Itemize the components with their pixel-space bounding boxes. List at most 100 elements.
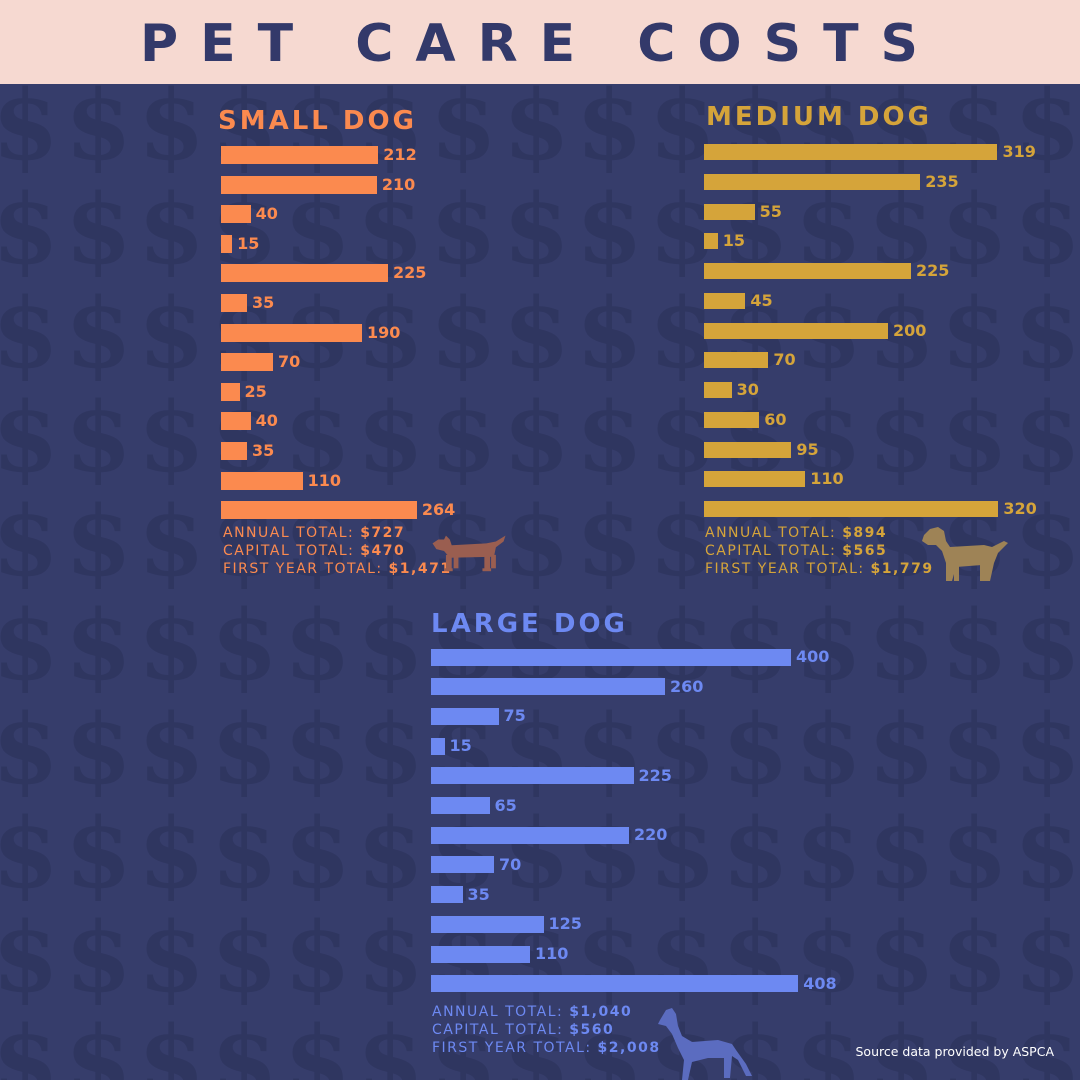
value-label: 190: [366, 322, 401, 342]
dollar-sign-icon: $: [65, 84, 132, 182]
annual-total-value: $1,040: [569, 1004, 633, 1020]
first-year-total-value: $1,471: [388, 561, 452, 577]
capital-total: CAPITAL TOTAL: $470: [223, 542, 452, 560]
dollar-sign-icon: $: [0, 485, 59, 598]
value-label: 210: [381, 174, 416, 194]
dollar-sign-icon: $: [138, 381, 205, 494]
first-year-total-value: $2,008: [597, 1040, 661, 1056]
chart-title: MEDIUM DOG: [706, 102, 932, 132]
dollar-sign-icon: $: [284, 901, 351, 1014]
chart-title: LARGE DOG: [431, 609, 628, 639]
bar: [221, 382, 240, 401]
labrador-icon: [920, 523, 1012, 585]
dollar-sign-icon: $: [868, 173, 935, 286]
bar: [431, 737, 445, 755]
dollar-sign-icon: $: [649, 589, 716, 702]
capital-total-value: $470: [360, 543, 406, 559]
dollar-sign-icon: $: [1014, 485, 1080, 598]
dollar-sign-icon: $: [1014, 1005, 1080, 1080]
bar: [431, 945, 530, 963]
capital-total-label: CAPITAL TOTAL:: [705, 543, 843, 559]
dollar-sign-icon: $: [868, 381, 935, 494]
value-label: 264: [421, 500, 456, 520]
annual-total-value: $727: [360, 525, 406, 541]
dollar-sign-icon: $: [211, 797, 278, 910]
header-banner: PET CARE COSTS: [0, 0, 1080, 84]
dollar-sign-icon: $: [211, 173, 278, 286]
bar: [704, 173, 921, 190]
dollar-sign-icon: $: [430, 797, 497, 910]
bar: [221, 205, 251, 224]
dollar-sign-icon: $: [795, 589, 862, 702]
dollar-sign-icon: $: [65, 381, 132, 494]
bar: [431, 856, 494, 874]
dollar-sign-icon: $: [357, 1005, 424, 1080]
dollar-sign-icon: $: [576, 485, 643, 598]
bar: [221, 323, 362, 342]
dollar-sign-icon: $: [65, 1005, 132, 1080]
value-label: 75: [503, 706, 526, 726]
dollar-sign-icon: $: [284, 797, 351, 910]
dollar-sign-icon: $: [65, 173, 132, 286]
dollar-sign-icon: $: [138, 589, 205, 702]
dollar-sign-icon: $: [576, 589, 643, 702]
dollar-sign-icon: $: [430, 589, 497, 702]
dollar-sign-icon: $: [1014, 901, 1080, 1014]
bar: [704, 144, 998, 160]
bar: [431, 826, 629, 844]
value-label: 110: [535, 944, 569, 963]
dollar-sign-icon: $: [211, 693, 278, 806]
value-label: 220: [634, 825, 668, 845]
annual-total: ANNUAL TOTAL: $894: [705, 524, 934, 542]
dollar-sign-icon: $: [576, 277, 643, 390]
annual-total-label: ANNUAL TOTAL:: [223, 525, 361, 541]
dollar-sign-icon: $: [868, 1005, 935, 1080]
bar: [704, 382, 732, 398]
value-label: 225: [916, 261, 950, 280]
dollar-sign-icon: $: [138, 901, 205, 1014]
value-label: 95: [796, 439, 819, 459]
dollar-sign-icon: $: [868, 693, 935, 806]
capital-total-value: $565: [842, 543, 888, 559]
bar: [704, 501, 999, 517]
value-label: 35: [467, 884, 490, 904]
dollar-sign-icon: $: [576, 84, 643, 182]
dollar-sign-icon: $: [357, 277, 424, 390]
value-label: 30: [736, 380, 759, 399]
dollar-sign-icon: $: [941, 589, 1008, 702]
dollar-sign-icon: $: [503, 589, 570, 702]
annual-total-label: ANNUAL TOTAL:: [432, 1004, 570, 1020]
bar: [221, 412, 251, 431]
dollar-sign-icon: $: [211, 901, 278, 1014]
bar: [704, 203, 755, 220]
dollar-sign-icon: $: [795, 797, 862, 910]
bar: [221, 234, 233, 253]
value-label: 260: [670, 676, 704, 696]
page-title: PET CARE COSTS: [139, 14, 941, 74]
dollar-sign-icon: $: [357, 693, 424, 806]
dollar-sign-icon: $: [0, 173, 59, 286]
dollar-sign-icon: $: [941, 901, 1008, 1014]
dollar-sign-icon: $: [1014, 797, 1080, 910]
value-label: 200: [893, 320, 927, 340]
dollar-sign-icon: $: [795, 173, 862, 286]
dollar-sign-icon: $: [138, 485, 205, 598]
dollar-sign-icon: $: [65, 693, 132, 806]
first-year-total-label: FIRST YEAR TOTAL:: [223, 561, 389, 577]
dachshund-icon: [430, 528, 508, 576]
dollar-sign-icon: $: [868, 901, 935, 1014]
dollar-sign-icon: $: [284, 589, 351, 702]
dollar-sign-icon: $: [357, 589, 424, 702]
bar: [431, 707, 499, 725]
bar: [221, 146, 379, 164]
value-label: 125: [548, 914, 582, 934]
value-label: 70: [773, 350, 796, 370]
dollar-sign-icon: $: [430, 381, 497, 494]
dollar-sign-icon: $: [795, 381, 862, 494]
dollar-sign-icon: $: [430, 277, 497, 390]
dollar-sign-icon: $: [503, 1005, 570, 1080]
dollar-sign-icon: $: [0, 84, 59, 182]
dollar-sign-icon: $: [65, 485, 132, 598]
value-label: 40: [255, 204, 278, 224]
